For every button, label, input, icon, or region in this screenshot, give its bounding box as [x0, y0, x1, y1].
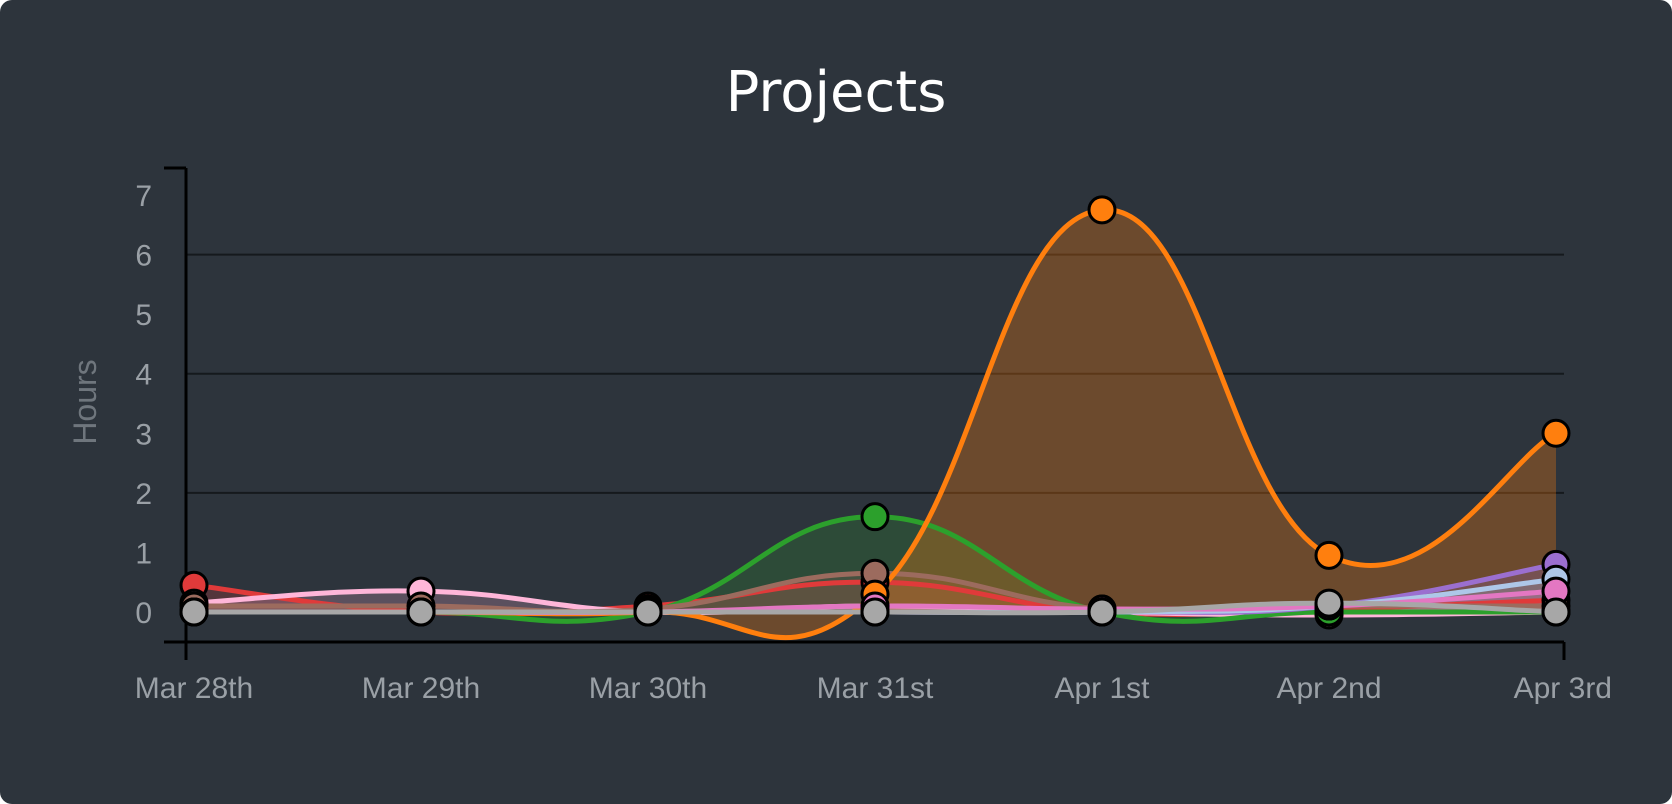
- x-tick-label: Apr 3rd: [1514, 672, 1612, 705]
- data-point-8-6: [1541, 597, 1571, 627]
- x-tick-label: Mar 28th: [135, 672, 253, 705]
- data-point-2-3: [860, 502, 890, 532]
- chart-title: Projects: [725, 60, 947, 125]
- data-point-8-3: [860, 597, 890, 627]
- series-area-4: [194, 209, 1556, 638]
- x-tick-label: Mar 29th: [362, 672, 480, 705]
- x-tick-label: Apr 2nd: [1276, 672, 1381, 705]
- data-point-8-2: [633, 597, 663, 627]
- data-point-4-5: [1314, 540, 1344, 570]
- data-point-8-5: [1314, 588, 1344, 618]
- data-point-8-4: [1087, 597, 1117, 627]
- y-tick-label: 6: [135, 240, 152, 273]
- y-tick-label: 7: [135, 180, 152, 213]
- y-axis-title: Hours: [67, 359, 103, 444]
- data-point-4-4: [1087, 195, 1117, 225]
- y-tick-label: 2: [135, 478, 152, 511]
- y-tick-label: 3: [135, 418, 152, 451]
- gridlines: [186, 253, 1564, 494]
- tick-labels: 0 1 2 3 4 5 6 7 Mar 28th Mar 29th Mar 30th Mar 31st…: [67, 180, 1612, 705]
- y-tick-label: 0: [135, 597, 152, 630]
- data-point-4-6: [1541, 418, 1571, 448]
- y-tick-label: 4: [135, 359, 152, 392]
- x-tick-label: Mar 30th: [589, 672, 707, 705]
- data-points: [179, 195, 1571, 630]
- y-tick-label: 1: [135, 537, 152, 570]
- y-tick-label: 5: [135, 299, 152, 332]
- x-tick-label: Mar 31st: [817, 672, 934, 705]
- data-point-8-0: [179, 597, 209, 627]
- series-area-6: [194, 579, 1556, 613]
- x-tick-label: Apr 1st: [1054, 672, 1150, 705]
- data-point-8-1: [406, 597, 436, 627]
